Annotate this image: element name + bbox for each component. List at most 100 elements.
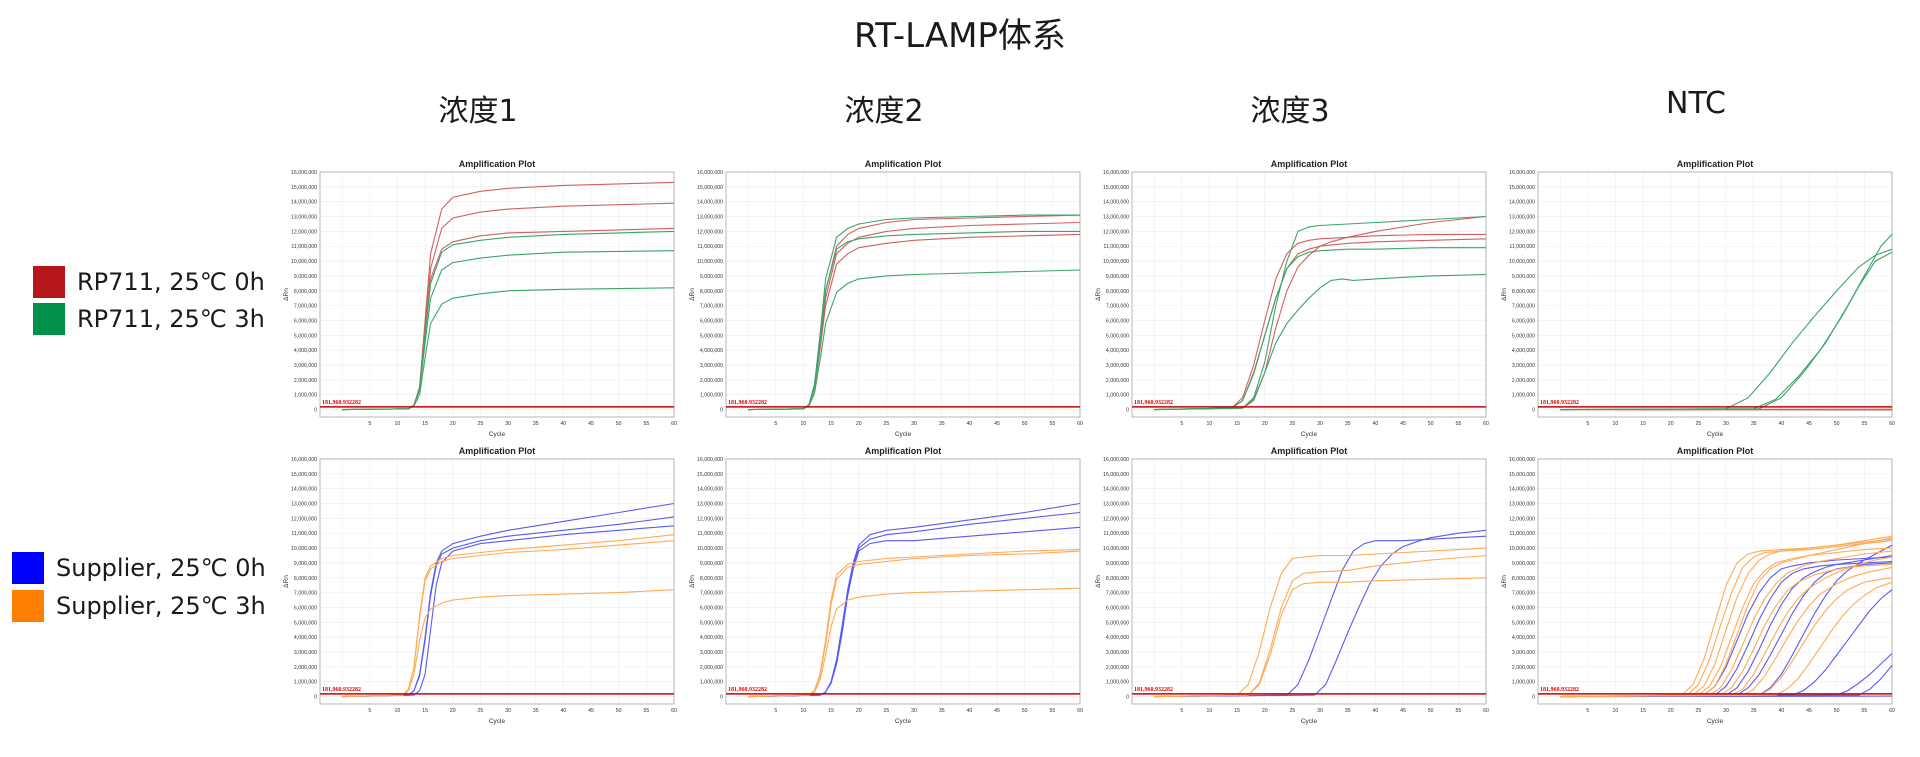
x-tick-label: 5	[368, 708, 371, 714]
x-tick-label: 25	[884, 421, 890, 427]
y-tick-label: 14,000,000	[1103, 200, 1129, 206]
amplification-curve	[1154, 547, 1487, 698]
column-title-3: 浓度3	[1250, 94, 1330, 129]
legend-label: RP711, 25℃ 3h	[77, 305, 265, 333]
x-tick-label: 5	[1586, 708, 1589, 714]
y-tick-label: 10,000,000	[1103, 546, 1129, 552]
x-axis-label: Cycle	[1301, 431, 1318, 438]
x-tick-label: 50	[1022, 421, 1028, 427]
y-tick-label: 16,000,000	[291, 457, 317, 463]
y-tick-label: 10,000,000	[697, 259, 723, 265]
x-tick-label: 20	[1668, 708, 1674, 714]
amplification-curve	[1560, 566, 1893, 698]
y-axis-label: ΔRn	[689, 575, 696, 588]
x-tick-label: 60	[1483, 421, 1489, 427]
y-tick-label: 7,000,000	[700, 591, 723, 597]
x-tick-label: 15	[422, 421, 428, 427]
y-axis-label: ΔRn	[1501, 288, 1508, 301]
x-tick-label: 30	[1317, 708, 1323, 714]
threshold-label: 181,960.932282	[1540, 400, 1579, 406]
x-tick-label: 55	[1861, 708, 1867, 714]
x-tick-label: 50	[1834, 421, 1840, 427]
y-axis-label: ΔRn	[283, 575, 290, 588]
y-tick-label: 3,000,000	[1106, 363, 1129, 369]
x-tick-label: 5	[774, 708, 777, 714]
y-tick-label: 11,000,000	[291, 244, 317, 250]
y-tick-label: 6,000,000	[294, 605, 317, 611]
y-tick-label: 8,000,000	[1106, 576, 1129, 582]
x-tick-label: 55	[1455, 421, 1461, 427]
y-tick-label: 14,000,000	[291, 200, 317, 206]
y-tick-label: 5,000,000	[700, 333, 723, 339]
x-tick-label: 45	[994, 421, 1000, 427]
y-tick-label: 12,000,000	[1509, 516, 1535, 522]
x-tick-label: 30	[505, 708, 511, 714]
x-tick-label: 15	[828, 708, 834, 714]
amplification-curve	[1560, 581, 1893, 698]
amplification-plot-svg: Amplification Plot 0 1,000,000 2,000,000 3,0…	[1095, 446, 1489, 725]
x-axis-label: Cycle	[895, 718, 912, 725]
y-tick-label: 8,000,000	[700, 576, 723, 582]
amplification-plot-svg: Amplification Plot 0 1,000,000 2,000,000 3,0…	[689, 159, 1083, 438]
x-tick-label: 10	[395, 708, 401, 714]
amplification-curve	[1154, 215, 1487, 411]
x-tick-label: 55	[1049, 708, 1055, 714]
amplification-plot-svg: Amplification Plot 0 1,000,000 2,000,000 3,0…	[689, 446, 1083, 725]
y-tick-label: 4,000,000	[1512, 348, 1535, 354]
amplification-curve	[1154, 554, 1487, 698]
y-tick-label: 14,000,000	[291, 487, 317, 493]
x-tick-label: 30	[505, 421, 511, 427]
y-tick-label: 10,000,000	[697, 546, 723, 552]
x-tick-label: 15	[422, 708, 428, 714]
y-tick-label: 3,000,000	[294, 650, 317, 656]
amplification-curve	[1154, 529, 1487, 698]
x-tick-label: 45	[1400, 421, 1406, 427]
y-tick-label: 14,000,000	[697, 200, 723, 206]
y-tick-label: 13,000,000	[1509, 502, 1535, 508]
y-axis-label: ΔRn	[1095, 575, 1102, 588]
y-tick-label: 11,000,000	[1509, 531, 1535, 537]
amplification-curve	[1560, 577, 1893, 698]
x-tick-label: 50	[1834, 708, 1840, 714]
x-tick-label: 25	[1696, 421, 1702, 427]
y-axis-label: ΔRn	[1501, 575, 1508, 588]
y-tick-label: 3,000,000	[294, 363, 317, 369]
column-title-2: 浓度2	[844, 94, 924, 129]
x-tick-label: 15	[1234, 421, 1240, 427]
y-tick-label: 13,000,000	[291, 502, 317, 508]
y-tick-label: 9,000,000	[294, 561, 317, 567]
x-tick-label: 20	[450, 708, 456, 714]
x-tick-label: 20	[856, 708, 862, 714]
y-tick-label: 11,000,000	[697, 531, 723, 537]
y-tick-label: 8,000,000	[1106, 289, 1129, 295]
y-tick-label: 13,000,000	[1103, 215, 1129, 221]
y-tick-label: 0	[314, 695, 317, 701]
plot-title: Amplification Plot	[865, 446, 942, 456]
y-tick-label: 4,000,000	[294, 635, 317, 641]
y-tick-label: 16,000,000	[697, 170, 723, 176]
x-tick-label: 60	[1889, 708, 1895, 714]
x-tick-label: 40	[1778, 708, 1784, 714]
x-tick-label: 60	[1077, 708, 1083, 714]
y-tick-label: 14,000,000	[1509, 487, 1535, 493]
y-tick-label: 4,000,000	[294, 348, 317, 354]
y-tick-label: 0	[1532, 695, 1535, 701]
x-tick-label: 30	[1723, 421, 1729, 427]
amplification-curve	[1154, 273, 1487, 411]
amplification-curve	[1560, 563, 1893, 698]
plot-frame	[319, 458, 675, 705]
x-axis-label: Cycle	[1301, 718, 1318, 725]
y-tick-label: 2,000,000	[1512, 665, 1535, 671]
x-tick-label: 30	[911, 421, 917, 427]
plot-title: Amplification Plot	[1271, 446, 1348, 456]
y-tick-label: 5,000,000	[1106, 333, 1129, 339]
x-tick-label: 35	[939, 421, 945, 427]
y-tick-label: 7,000,000	[1512, 304, 1535, 310]
y-tick-label: 4,000,000	[700, 348, 723, 354]
y-tick-label: 13,000,000	[1103, 502, 1129, 508]
y-tick-label: 6,000,000	[294, 318, 317, 324]
plot-title: Amplification Plot	[459, 159, 536, 169]
y-tick-label: 11,000,000	[1103, 531, 1129, 537]
amplification-curve	[1154, 247, 1486, 411]
plot-frame	[725, 458, 1081, 705]
